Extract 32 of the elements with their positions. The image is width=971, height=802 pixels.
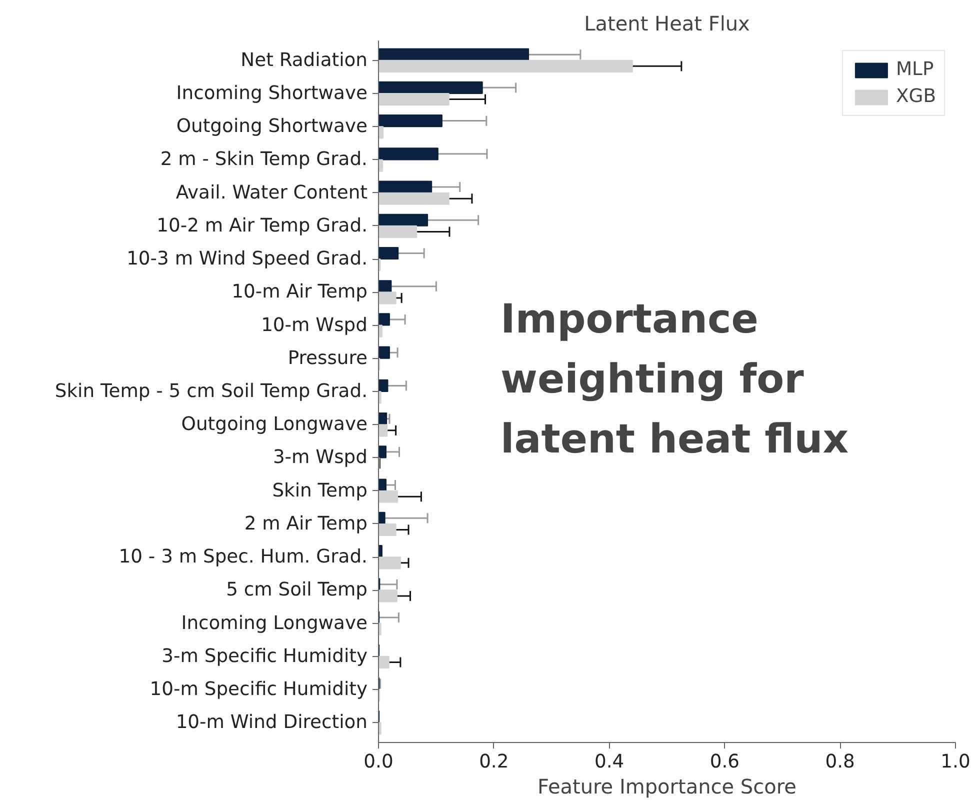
- y-tick-label: 10 - 3 m Spec. Hum. Grad.: [118, 546, 368, 568]
- y-tick-label: Outgoing Longwave: [181, 414, 368, 436]
- x-tick-label: 0.6: [710, 752, 740, 772]
- legend-label: MLP: [896, 59, 934, 80]
- annotation: Importance weighting for latent heat flux: [500, 296, 849, 462]
- y-tick-label: 2 m - Skin Temp Grad.: [160, 149, 368, 170]
- x-tick-label: 0.4: [594, 752, 624, 772]
- x-tick-label: 0.2: [479, 752, 509, 772]
- y-tick-label: 10-3 m Wind Speed Grad.: [126, 248, 368, 270]
- y-tick-label: 2 m Air Temp: [244, 513, 368, 534]
- y-tick-label: 10-m Specific Humidity: [150, 679, 368, 700]
- y-tick-label: Incoming Longwave: [181, 612, 368, 634]
- y-tick-label: 3-m Specific Humidity: [162, 646, 368, 667]
- y-tick-label: 10-m Wspd: [261, 314, 368, 336]
- y-tick-label: 3-m Wspd: [272, 447, 368, 468]
- y-tick-label: 10-m Air Temp: [232, 282, 368, 303]
- x-tick-label: 0.0: [364, 752, 394, 772]
- y-tick-label: 10-2 m Air Temp Grad.: [156, 215, 368, 236]
- y-tick-label: Net Radiation: [240, 50, 368, 71]
- legend-label: XGB: [896, 86, 936, 107]
- x-tick-label: 0.8: [825, 752, 855, 772]
- y-tick-label: 5 cm Soil Temp: [226, 580, 368, 601]
- y-tick-label: 10-m Wind Direction: [176, 712, 368, 734]
- x-tick-label: 1.0: [940, 752, 970, 772]
- y-tick-label: Skin Temp: [272, 480, 368, 502]
- y-tick-label: Skin Temp - 5 cm Soil Temp Grad.: [54, 381, 368, 402]
- x-axis-title: Feature Importance Score: [538, 774, 796, 798]
- y-tick-label: Incoming Shortwave: [176, 82, 368, 104]
- y-tick-label: Avail. Water Content: [176, 182, 368, 204]
- y-tick-label: Outgoing Shortwave: [176, 116, 368, 138]
- y-tick-label: Pressure: [288, 348, 368, 369]
- chart-title: Latent Heat Flux: [584, 12, 750, 36]
